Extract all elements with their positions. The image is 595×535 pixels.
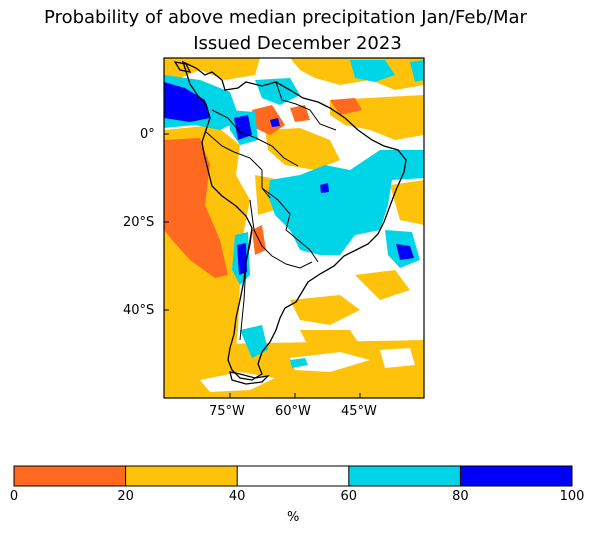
coastlines bbox=[173, 60, 407, 385]
colorbar-tick-label: 0 bbox=[9, 489, 19, 504]
probability-field bbox=[164, 58, 424, 398]
colorbar-unit-label: % bbox=[287, 510, 300, 525]
colorbar-tick-label: 80 bbox=[452, 489, 469, 504]
field-orange bbox=[164, 98, 362, 278]
colorbar-tick-label: 60 bbox=[340, 489, 358, 504]
field-blue bbox=[164, 82, 414, 275]
lon-tick-label-75w: 75°W bbox=[209, 404, 245, 419]
colorbar-tick-label: 40 bbox=[228, 489, 246, 504]
colorbar-tick-label: 100 bbox=[559, 489, 585, 504]
map-frame bbox=[163, 57, 425, 399]
colorbar-bin-1 bbox=[125, 466, 238, 486]
colorbar-bin-2 bbox=[237, 466, 349, 486]
colorbar-bin-0 bbox=[14, 466, 126, 486]
lon-tick-label-45w: 45°W bbox=[341, 404, 377, 419]
colorbar-bin-4 bbox=[460, 466, 572, 486]
lat-tick-label-0: 0° bbox=[140, 127, 155, 142]
chart-subtitle: Issued December 2023 bbox=[193, 33, 402, 54]
chart-title: Probability of above median precipitatio… bbox=[44, 7, 527, 28]
colorbar-tick-label: 20 bbox=[117, 489, 134, 504]
lat-tick-label-40s: 40°S bbox=[123, 303, 155, 318]
axis-ticks bbox=[164, 133, 361, 398]
lon-tick-label-60w: 60°W bbox=[275, 404, 311, 419]
colorbar-bin-3 bbox=[348, 466, 461, 486]
lat-tick-label-20s: 20°S bbox=[123, 215, 155, 230]
country-borders bbox=[205, 81, 337, 341]
